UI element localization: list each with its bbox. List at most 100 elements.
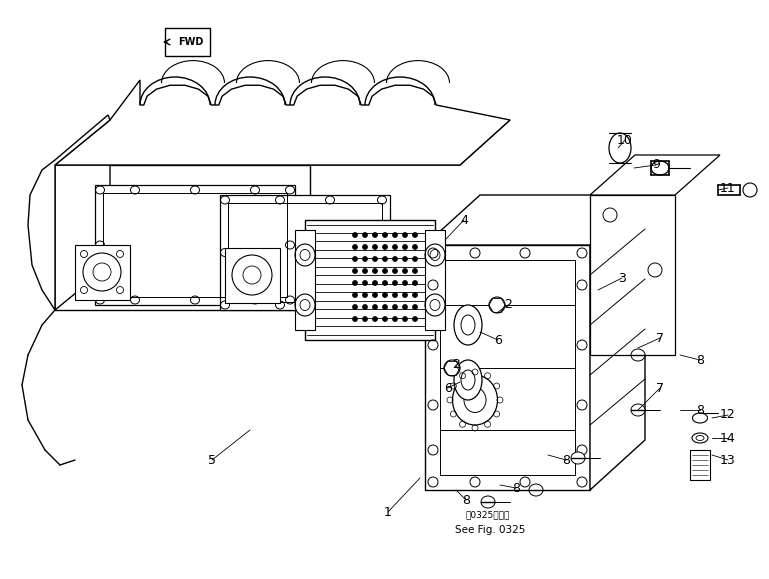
Polygon shape bbox=[305, 220, 435, 340]
Ellipse shape bbox=[382, 292, 388, 298]
Ellipse shape bbox=[352, 317, 358, 321]
Ellipse shape bbox=[631, 349, 645, 361]
Text: 10: 10 bbox=[617, 134, 633, 146]
Ellipse shape bbox=[392, 244, 398, 250]
Ellipse shape bbox=[362, 269, 368, 273]
Ellipse shape bbox=[352, 305, 358, 310]
Ellipse shape bbox=[402, 292, 408, 298]
Polygon shape bbox=[425, 245, 590, 490]
Text: 1: 1 bbox=[384, 505, 392, 519]
Ellipse shape bbox=[362, 256, 368, 262]
Bar bbox=[225, 248, 280, 303]
Ellipse shape bbox=[609, 133, 631, 163]
Text: 5: 5 bbox=[208, 453, 216, 467]
Ellipse shape bbox=[372, 317, 378, 321]
Ellipse shape bbox=[382, 305, 388, 310]
Text: 2: 2 bbox=[504, 299, 512, 312]
Ellipse shape bbox=[412, 269, 418, 273]
Ellipse shape bbox=[392, 256, 398, 262]
Ellipse shape bbox=[362, 305, 368, 310]
Text: 8: 8 bbox=[696, 354, 704, 367]
Ellipse shape bbox=[392, 305, 398, 310]
Ellipse shape bbox=[454, 305, 482, 345]
Ellipse shape bbox=[382, 244, 388, 250]
Text: 8: 8 bbox=[462, 493, 470, 507]
Text: 8: 8 bbox=[512, 482, 520, 494]
Ellipse shape bbox=[489, 297, 505, 313]
Ellipse shape bbox=[372, 256, 378, 262]
Ellipse shape bbox=[402, 305, 408, 310]
Ellipse shape bbox=[412, 244, 418, 250]
Text: 14: 14 bbox=[720, 431, 736, 445]
Ellipse shape bbox=[412, 233, 418, 237]
Ellipse shape bbox=[412, 256, 418, 262]
Ellipse shape bbox=[402, 233, 408, 237]
Bar bbox=[75, 245, 130, 300]
Ellipse shape bbox=[402, 280, 408, 285]
Ellipse shape bbox=[412, 305, 418, 310]
Text: 13: 13 bbox=[720, 453, 736, 467]
Ellipse shape bbox=[382, 256, 388, 262]
Ellipse shape bbox=[402, 269, 408, 273]
Polygon shape bbox=[95, 185, 295, 305]
Text: 12: 12 bbox=[720, 409, 736, 422]
Ellipse shape bbox=[444, 360, 460, 376]
Ellipse shape bbox=[454, 360, 482, 400]
Ellipse shape bbox=[392, 233, 398, 237]
Polygon shape bbox=[55, 120, 510, 165]
Ellipse shape bbox=[402, 317, 408, 321]
Ellipse shape bbox=[372, 269, 378, 273]
Text: 8: 8 bbox=[562, 453, 570, 467]
Ellipse shape bbox=[412, 292, 418, 298]
Ellipse shape bbox=[382, 317, 388, 321]
Ellipse shape bbox=[352, 269, 358, 273]
Ellipse shape bbox=[412, 280, 418, 285]
Ellipse shape bbox=[362, 280, 368, 285]
Ellipse shape bbox=[352, 233, 358, 237]
Ellipse shape bbox=[382, 280, 388, 285]
Text: 8: 8 bbox=[696, 404, 704, 416]
Text: 7: 7 bbox=[656, 332, 664, 345]
Text: FWD: FWD bbox=[178, 37, 203, 47]
Ellipse shape bbox=[402, 244, 408, 250]
Ellipse shape bbox=[402, 256, 408, 262]
Polygon shape bbox=[55, 80, 510, 165]
Ellipse shape bbox=[372, 280, 378, 285]
Ellipse shape bbox=[352, 256, 358, 262]
Ellipse shape bbox=[362, 317, 368, 321]
Text: 2: 2 bbox=[452, 358, 460, 372]
Text: 6: 6 bbox=[494, 334, 502, 346]
Polygon shape bbox=[425, 230, 445, 330]
Ellipse shape bbox=[352, 292, 358, 298]
Ellipse shape bbox=[382, 269, 388, 273]
Ellipse shape bbox=[372, 292, 378, 298]
Ellipse shape bbox=[571, 452, 585, 464]
Text: 随0325図参照: 随0325図参照 bbox=[466, 511, 510, 519]
Ellipse shape bbox=[352, 280, 358, 285]
Polygon shape bbox=[55, 120, 110, 310]
Ellipse shape bbox=[412, 317, 418, 321]
Ellipse shape bbox=[529, 484, 543, 496]
Text: See Fig. 0325: See Fig. 0325 bbox=[454, 525, 525, 535]
Ellipse shape bbox=[651, 161, 669, 175]
Polygon shape bbox=[55, 165, 310, 310]
Ellipse shape bbox=[631, 404, 645, 416]
Text: 11: 11 bbox=[720, 181, 736, 195]
Polygon shape bbox=[590, 155, 720, 195]
Ellipse shape bbox=[392, 269, 398, 273]
Text: 3: 3 bbox=[618, 272, 626, 284]
Polygon shape bbox=[220, 195, 390, 310]
Text: 9: 9 bbox=[652, 159, 660, 171]
Bar bbox=[165, 28, 210, 56]
Ellipse shape bbox=[372, 233, 378, 237]
Ellipse shape bbox=[743, 183, 757, 197]
Text: 4: 4 bbox=[460, 214, 468, 226]
Ellipse shape bbox=[362, 292, 368, 298]
Bar bbox=[690, 450, 710, 480]
Ellipse shape bbox=[352, 244, 358, 250]
Text: 6: 6 bbox=[444, 382, 452, 394]
Ellipse shape bbox=[372, 244, 378, 250]
Text: 7: 7 bbox=[656, 382, 664, 394]
Ellipse shape bbox=[392, 317, 398, 321]
Polygon shape bbox=[295, 230, 315, 330]
